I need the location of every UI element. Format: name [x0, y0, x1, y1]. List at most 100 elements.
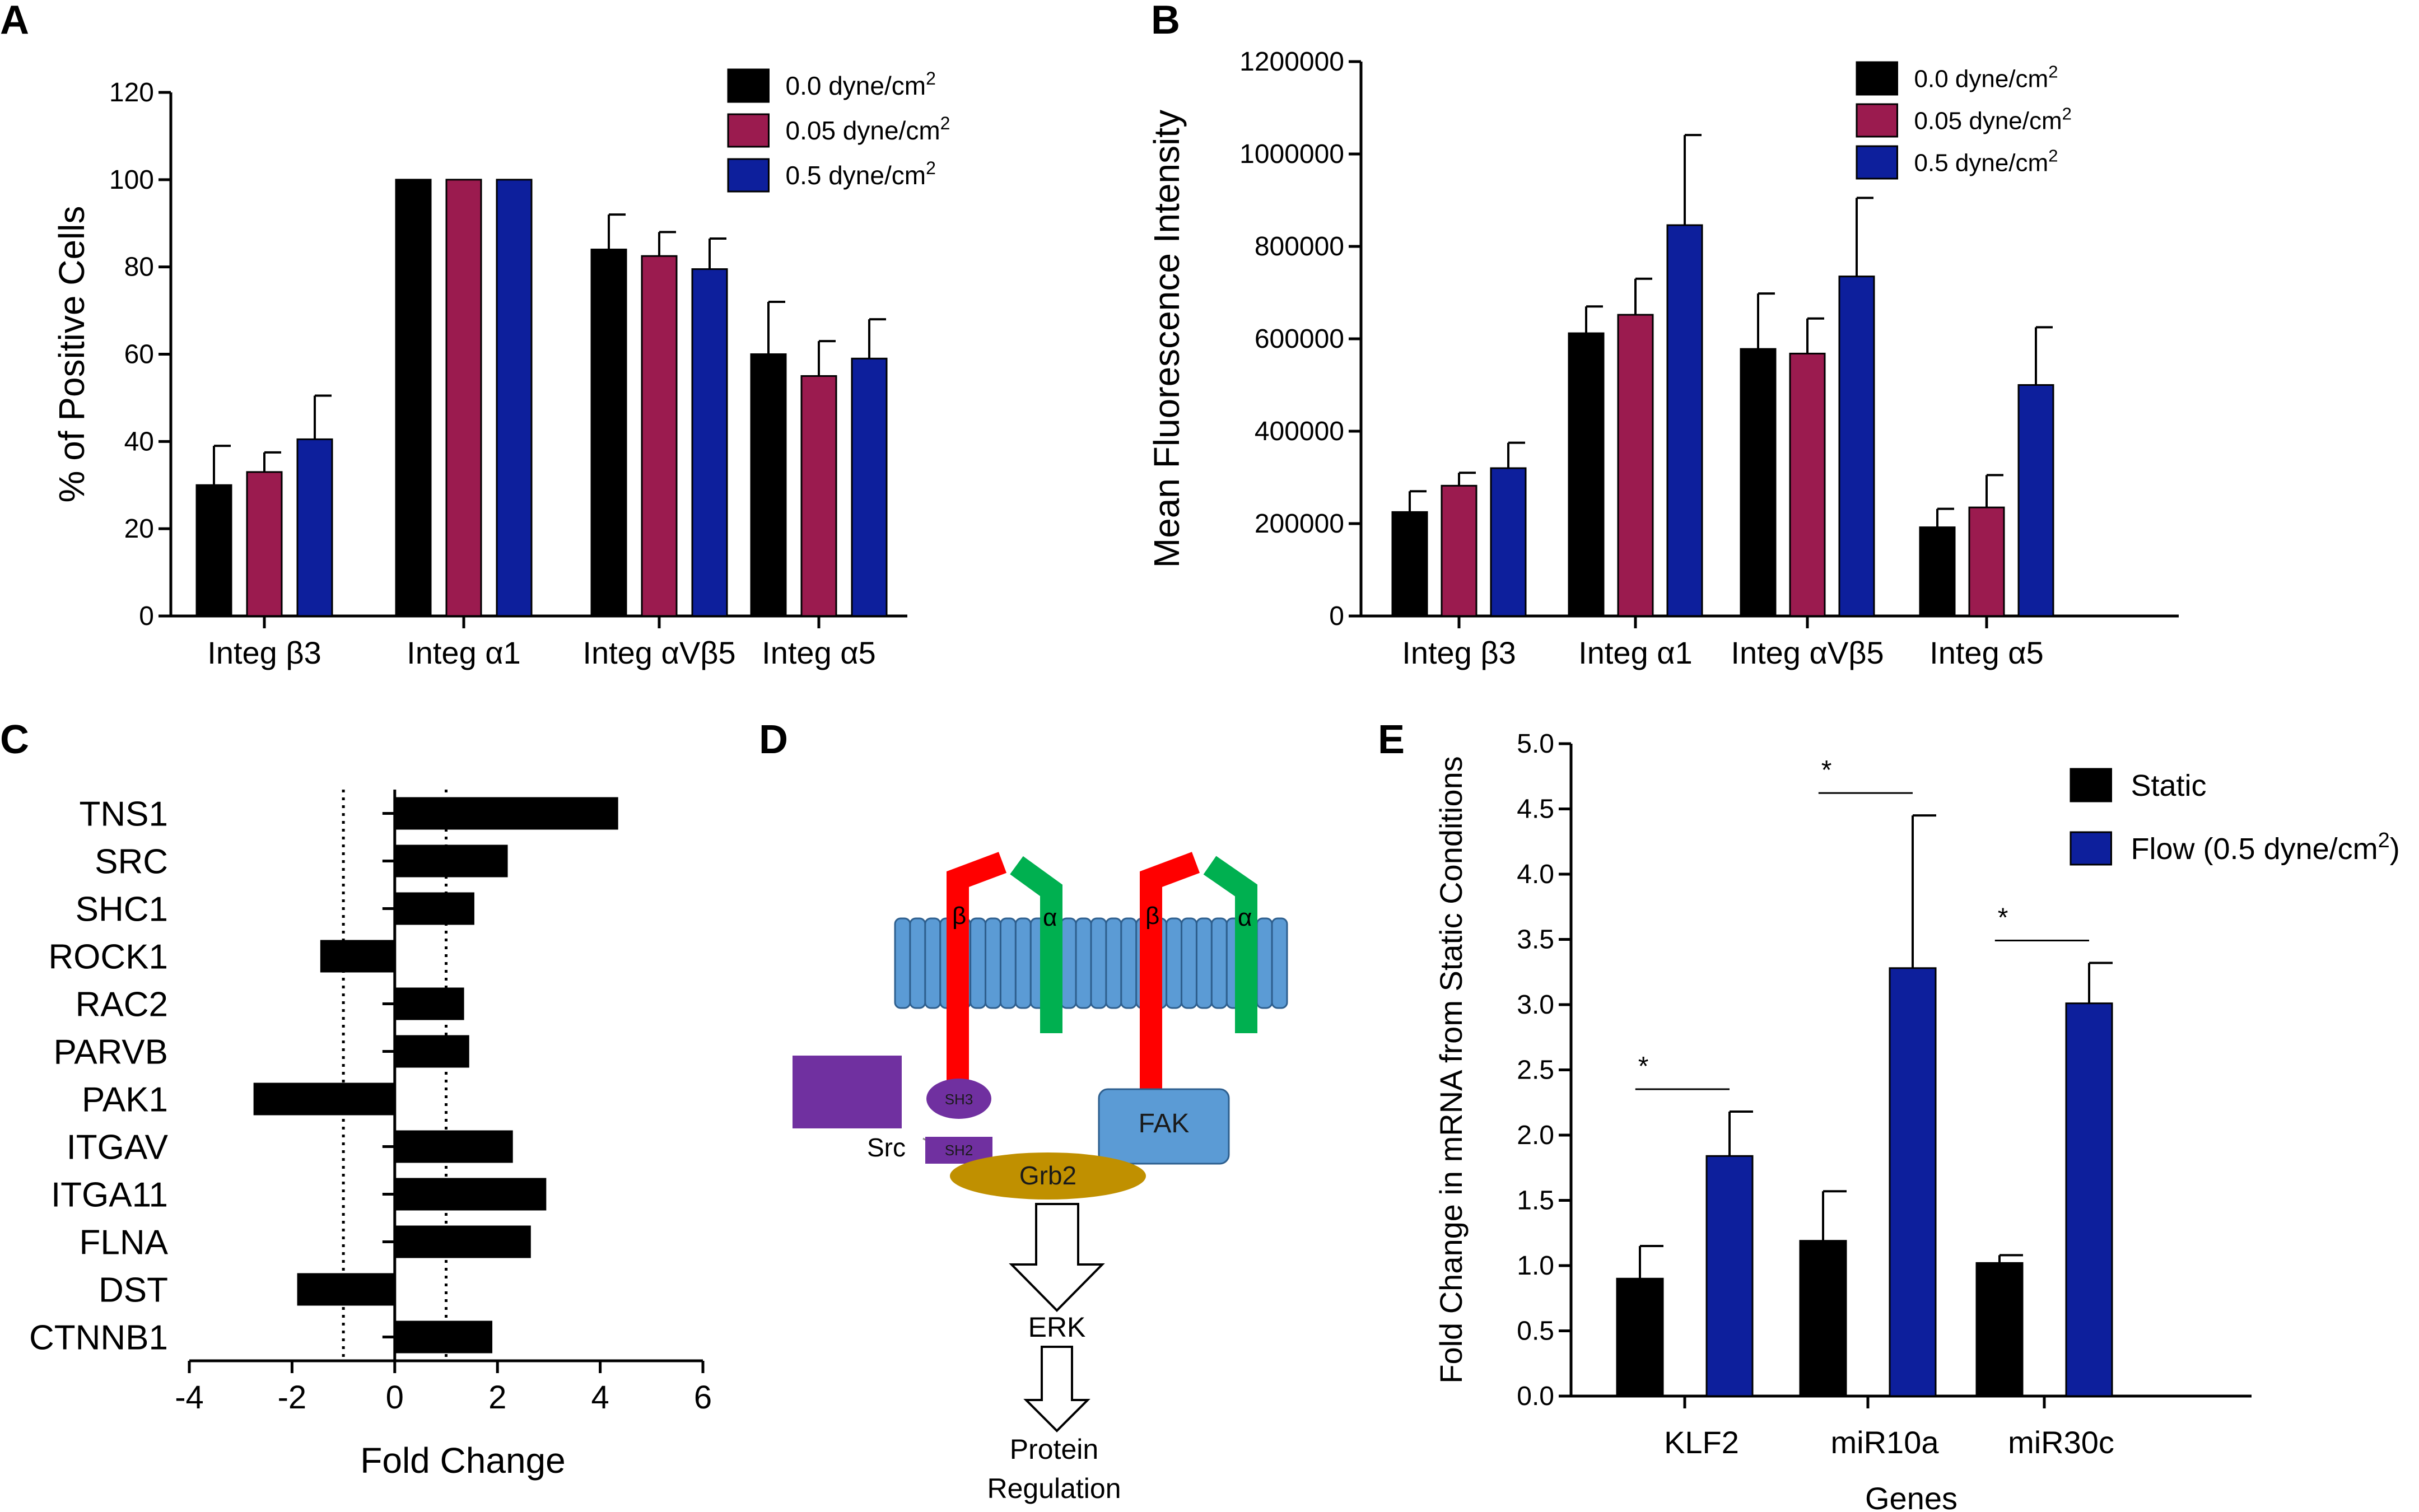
bar — [800, 375, 837, 617]
alpha-subunit-1 — [1010, 856, 1062, 1033]
bar — [445, 179, 482, 617]
panel-label-a: A — [0, 0, 29, 43]
legend-swatch — [2070, 768, 2112, 802]
bar — [496, 179, 533, 617]
lipid-segment — [985, 917, 1001, 1009]
bar — [1705, 1155, 1754, 1397]
category-label: SHC1 — [76, 890, 168, 929]
bar — [296, 438, 333, 617]
bar — [394, 987, 464, 1020]
bar — [2017, 384, 2054, 617]
fak-box — [1098, 1088, 1230, 1165]
lipid-segment — [1014, 917, 1032, 1009]
y-tick-label: 0 — [139, 601, 154, 631]
category-label: miR10a — [1831, 1425, 1940, 1460]
y-tick-label: 20 — [124, 514, 154, 544]
significance-marker: * — [1638, 1052, 1649, 1081]
src-kinase-box — [793, 1056, 902, 1128]
y-tick-label: 3.0 — [1517, 990, 1554, 1020]
panel-label-d: D — [759, 717, 788, 762]
chart-a: 0 20 40 60 80 100 120 % of Positive Cells Integ … — [52, 68, 950, 670]
y-tick-label: 80 — [124, 253, 154, 282]
bar — [394, 1035, 469, 1068]
category-label: KLF2 — [1664, 1425, 1739, 1460]
category-label: PARVB — [54, 1033, 168, 1072]
arrow-to-erk — [1009, 1203, 1105, 1312]
erk-label: ERK — [1028, 1312, 1086, 1343]
bar — [1441, 484, 1477, 617]
fak-label: FAK — [1139, 1109, 1190, 1138]
x-axis-label: Genes — [1865, 1481, 1957, 1512]
category-label: PAK1 — [82, 1081, 168, 1119]
y-tick-label: 0 — [1329, 601, 1344, 631]
chart-b: 0 200000 400000 600000 800000 1000000 1200000 M… — [1146, 47, 2179, 670]
category-label: ITGA11 — [51, 1176, 168, 1215]
y-tick-label: 400000 — [1255, 417, 1344, 446]
lipid-segment — [1181, 917, 1197, 1009]
category-label: Integ α1 — [1578, 635, 1693, 670]
bar — [394, 1225, 531, 1258]
beta-subunit-2 — [1140, 852, 1200, 1089]
bar — [851, 357, 888, 617]
legend-swatch — [1856, 61, 1898, 96]
x-tick-label: 2 — [488, 1379, 506, 1416]
category-label: TNS1 — [80, 795, 168, 834]
x-tick-label: 0 — [386, 1379, 404, 1416]
bar — [1490, 467, 1527, 617]
legend-label: 0.05 dyne/cm2 — [786, 113, 950, 145]
panel-label-c: C — [0, 717, 29, 762]
bar — [1740, 348, 1777, 617]
bar — [394, 797, 618, 830]
category-label: ITGAV — [67, 1128, 169, 1167]
bar — [320, 940, 395, 973]
grb2-label: Grb2 — [1019, 1161, 1076, 1190]
panel-label-e: E — [1378, 717, 1405, 762]
x-tick-label: 6 — [694, 1379, 712, 1416]
legend-swatch — [1856, 103, 1898, 138]
bar — [641, 255, 678, 617]
integrin-1: β α — [947, 852, 1062, 1100]
y-tick-label: 40 — [124, 427, 154, 456]
y-tick-label: 600000 — [1255, 324, 1344, 354]
y-tick-label: 200000 — [1255, 509, 1344, 539]
category-label: Integ β3 — [1402, 635, 1516, 670]
lipid-segment — [1271, 917, 1288, 1009]
beta-label-2: β — [1145, 902, 1159, 930]
y-tick-label: 1200000 — [1239, 47, 1344, 77]
significance-marker: * — [1821, 755, 1832, 785]
lipid-segment — [1060, 917, 1077, 1009]
y-axis-label: % of Positive Cells — [52, 206, 92, 503]
integrin-2: β α — [1140, 852, 1257, 1089]
legend-label: Static — [2131, 769, 2207, 802]
legend-swatch — [727, 158, 770, 193]
category-label: Integ α1 — [407, 635, 521, 670]
bar — [394, 1320, 493, 1354]
panel-label-b: B — [1151, 0, 1180, 43]
lipid-segment — [894, 917, 911, 1009]
category-label: miR30c — [2008, 1425, 2114, 1460]
y-tick-label: 60 — [124, 340, 154, 370]
bar — [395, 179, 432, 617]
y-tick-label: 120 — [109, 78, 154, 108]
y-tick-label: 1.5 — [1517, 1186, 1554, 1216]
bar — [297, 1273, 395, 1306]
sh3-label: SH3 — [945, 1091, 973, 1108]
legend-label: 0.5 dyne/cm2 — [786, 158, 936, 190]
alpha-label-1: α — [1043, 904, 1057, 931]
category-label: Integ α5 — [762, 635, 876, 670]
category-label: ROCK1 — [48, 938, 168, 977]
bar — [1975, 1262, 2024, 1397]
y-tick-label: 4.5 — [1517, 795, 1554, 824]
category-label: FLNA — [80, 1224, 169, 1262]
grb2-oval — [950, 1152, 1146, 1200]
y-tick-label: 4.0 — [1517, 860, 1554, 889]
y-tick-label: 1.0 — [1517, 1251, 1554, 1281]
bar — [1666, 224, 1703, 617]
lipid-segment — [999, 917, 1017, 1009]
bar — [1568, 332, 1605, 617]
legend-label: Flow (0.5 dyne/cm2) — [2131, 829, 2400, 866]
legend-label: 0.5 dyne/cm2 — [1914, 146, 2058, 177]
legend-label: 0.05 dyne/cm2 — [1914, 104, 2072, 135]
lipid-segment — [1256, 917, 1273, 1009]
